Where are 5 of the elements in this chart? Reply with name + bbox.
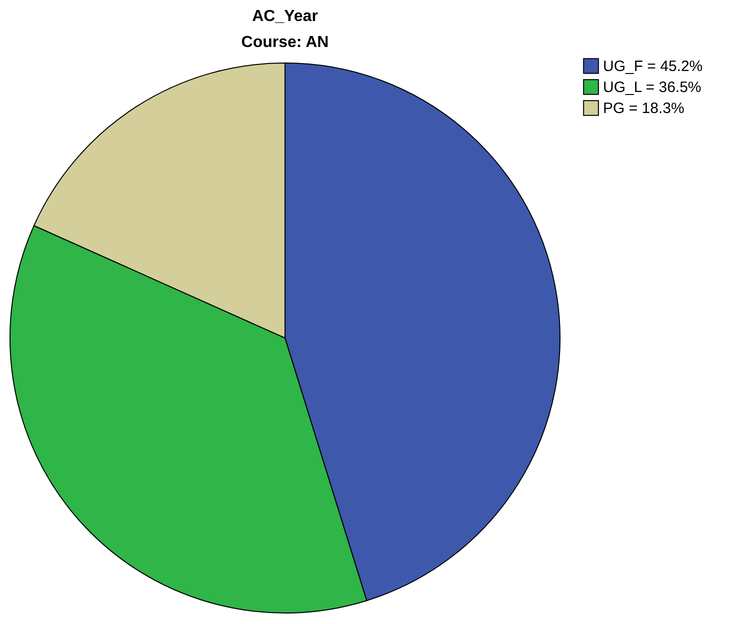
legend-label: PG = 18.3% bbox=[603, 100, 684, 117]
chart-subtitle: Course: AN bbox=[241, 34, 329, 51]
legend-label: UG_L = 36.5% bbox=[603, 79, 702, 96]
legend-label: UG_F = 45.2% bbox=[603, 58, 703, 75]
chart-title: AC_Year bbox=[252, 8, 318, 25]
